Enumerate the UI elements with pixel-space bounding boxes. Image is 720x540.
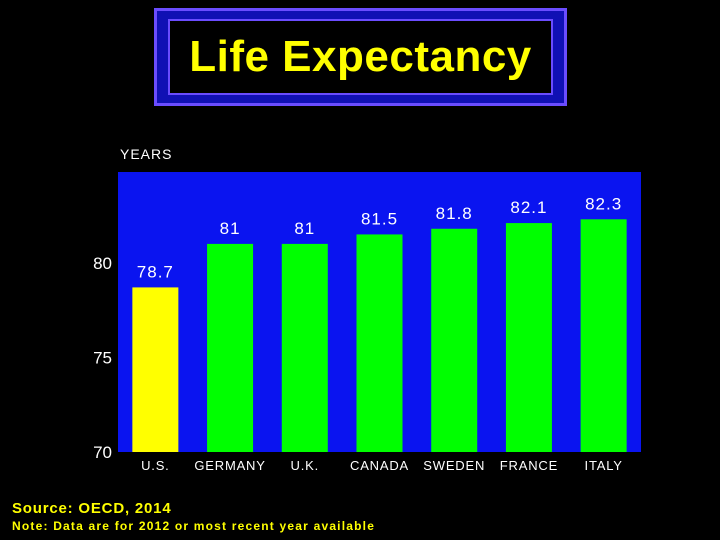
note-text: Note: Data are for 2012 or most recent y…	[12, 519, 376, 533]
y-tick-label: 80	[93, 254, 112, 273]
bar	[207, 243, 254, 452]
y-axis-label: YEARS	[120, 146, 172, 162]
data-label: 81.5	[361, 209, 398, 228]
data-label: 78.7	[137, 262, 174, 281]
x-tick-label: U.K.	[291, 458, 319, 473]
bar	[505, 223, 552, 452]
title-box: Life Expectancy	[168, 19, 553, 95]
y-tick-label: 75	[93, 348, 112, 367]
bar	[580, 219, 627, 452]
chart-title: Life Expectancy	[189, 32, 532, 81]
data-label: 81.8	[436, 204, 473, 223]
bar	[356, 234, 403, 452]
data-label: 81	[294, 219, 315, 238]
y-tick-label: 70	[93, 443, 112, 462]
bar	[431, 228, 478, 452]
data-label: 81	[220, 219, 241, 238]
x-tick-label: ITALY	[585, 458, 623, 473]
x-tick-label: CANADA	[350, 458, 409, 473]
x-tick-label: SWEDEN	[423, 458, 485, 473]
data-label: 82.3	[585, 194, 622, 213]
data-label: 82.1	[510, 198, 547, 217]
bar	[132, 287, 179, 452]
title-frame: Life Expectancy	[154, 8, 567, 106]
x-tick-label: FRANCE	[500, 458, 558, 473]
x-tick-label: GERMANY	[194, 458, 265, 473]
x-tick-label: U.S.	[141, 458, 169, 473]
bar	[281, 243, 328, 452]
source-text: Source: OECD, 2014	[12, 500, 172, 517]
